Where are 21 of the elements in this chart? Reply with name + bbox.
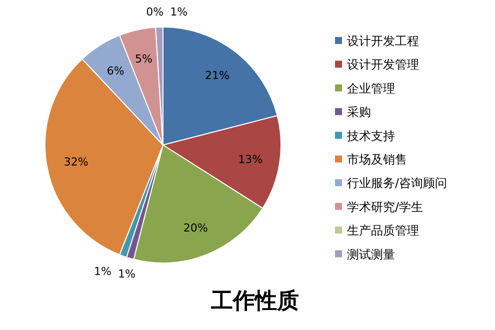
text: 0% (146, 5, 164, 18)
legend-label: 测试测量 (347, 247, 395, 262)
legend-label: 行业服务/咨询顾问 (347, 176, 448, 190)
data-label: 21% (205, 69, 230, 82)
legend-label: 生产品质管理 (347, 224, 419, 238)
data-label: 13% (238, 152, 263, 166)
legend-label: 企业管理 (347, 81, 395, 96)
legend-label: 学术研究/学生 (347, 200, 424, 214)
legend-label: 技术支持 (346, 128, 395, 143)
legend-label: 市场及销售 (347, 152, 407, 166)
data-label: 1% (118, 268, 136, 281)
data-label: 1% (170, 5, 188, 18)
legend-label: 设计开发工程 (347, 34, 419, 48)
data-label: 32% (64, 156, 88, 169)
data-label: 20% (183, 221, 208, 234)
legend-label: 设计开发管理 (347, 58, 419, 72)
data-label: 6% (106, 64, 124, 78)
data-label: 5% (134, 52, 152, 66)
data-label: 1% (94, 265, 112, 278)
legend-label: 采购 (347, 105, 371, 120)
text: 工作性质 (210, 288, 299, 314)
